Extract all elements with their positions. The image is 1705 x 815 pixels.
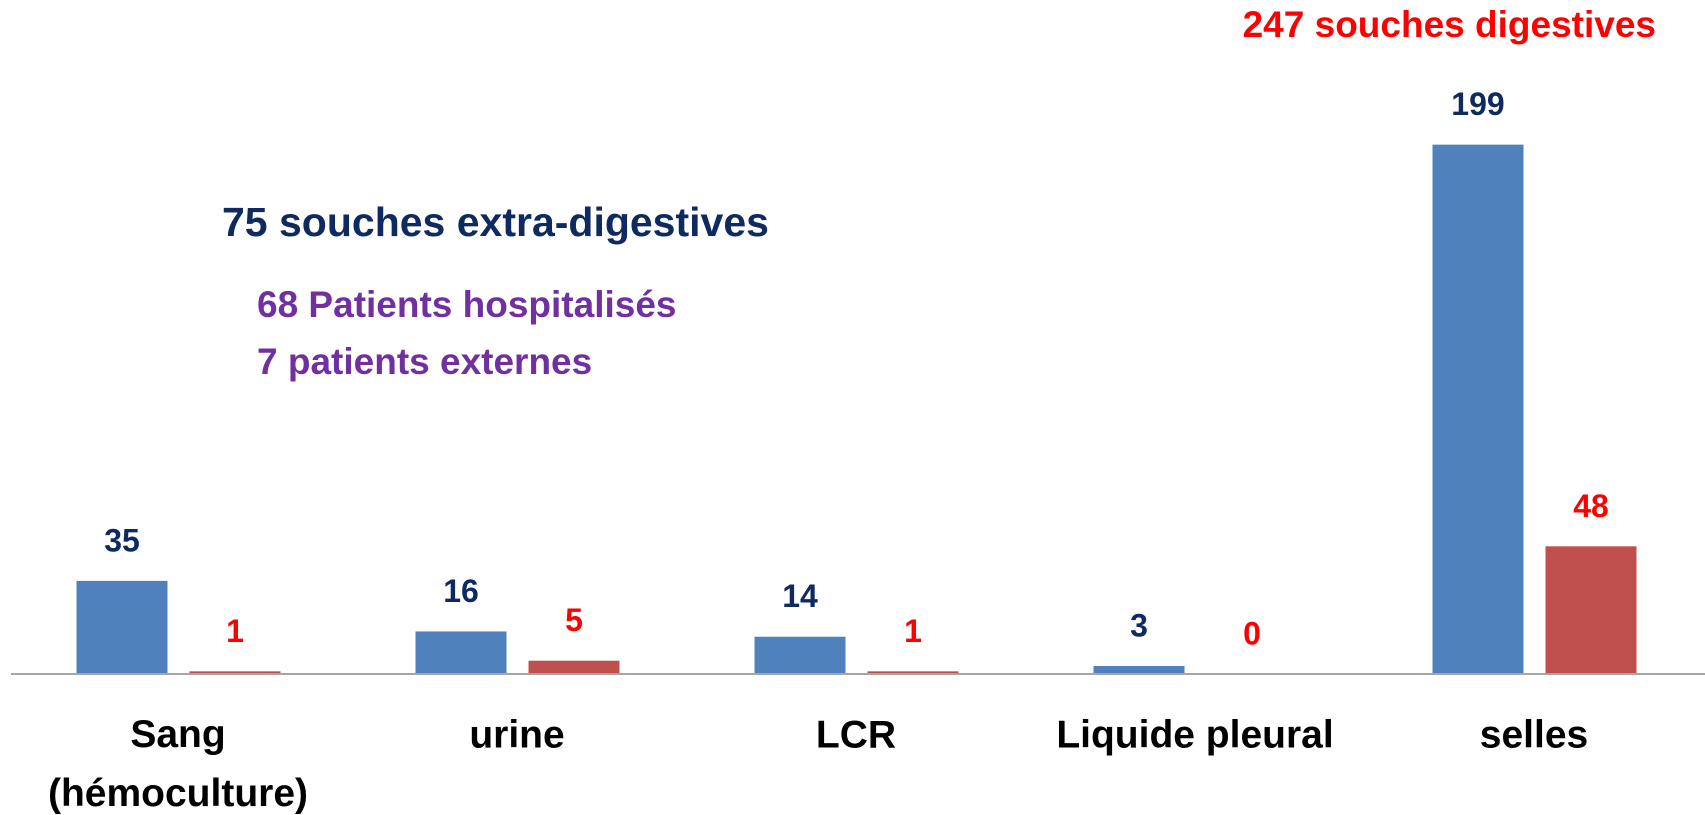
x-tick-label: urine (469, 713, 564, 756)
value-label: 5 (565, 602, 583, 638)
annotation: 247 souches digestives (1243, 4, 1656, 45)
value-label: 0 (1243, 615, 1261, 651)
value-label: 1 (226, 613, 244, 649)
value-label: 199 (1451, 86, 1504, 122)
x-tick-label: Liquide pleural (1056, 713, 1333, 756)
annotation: 75 souches extra-digestives (222, 199, 769, 245)
bar (1093, 666, 1185, 674)
annotation: 7 patients externes (257, 341, 592, 382)
bar (528, 660, 620, 674)
value-label: 16 (443, 573, 479, 609)
x-tick-label: Sang (hémoculture) (48, 713, 308, 815)
bar (867, 671, 959, 674)
value-label: 1 (904, 613, 922, 649)
x-tick-label: selles (1480, 713, 1588, 756)
bar (189, 671, 281, 674)
value-label: 35 (104, 522, 140, 558)
annotation: 68 Patients hospitalisés (257, 284, 677, 325)
bar (754, 636, 846, 674)
value-label: 3 (1130, 607, 1148, 643)
value-label: 48 (1573, 488, 1609, 524)
bar (76, 580, 168, 674)
value-label: 14 (782, 578, 818, 614)
bar (1545, 546, 1637, 674)
bar (1432, 144, 1524, 674)
x-tick-label: LCR (816, 713, 896, 756)
bar (415, 631, 507, 674)
